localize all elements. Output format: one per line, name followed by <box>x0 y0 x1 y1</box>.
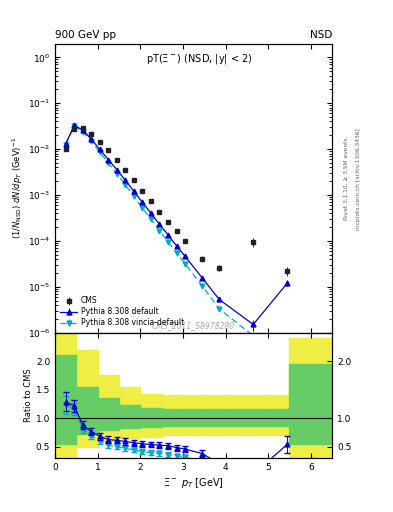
Text: NSD: NSD <box>310 30 332 40</box>
Text: pT($\Xi^-$) (NSD, |y| < 2): pT($\Xi^-$) (NSD, |y| < 2) <box>146 52 252 66</box>
Text: 900 GeV pp: 900 GeV pp <box>55 30 116 40</box>
Legend: CMS, Pythia 8.308 default, Pythia 8.308 vincia-default: CMS, Pythia 8.308 default, Pythia 8.308 … <box>59 295 186 329</box>
X-axis label: $\Xi^-\ p_T\ [\rm GeV]$: $\Xi^-\ p_T\ [\rm GeV]$ <box>163 476 224 490</box>
Text: CMS_2011_S8978280: CMS_2011_S8978280 <box>152 321 235 330</box>
Y-axis label: $(1/N_{\rm NSD})\ dN/dp_T\ (\rm GeV)^{-1}$: $(1/N_{\rm NSD})\ dN/dp_T\ (\rm GeV)^{-1… <box>11 137 25 239</box>
Text: Rivet 3.1.10, ≥ 3.5M events: Rivet 3.1.10, ≥ 3.5M events <box>344 138 349 221</box>
Text: mcplots.cern.ch [arXiv:1306.3436]: mcplots.cern.ch [arXiv:1306.3436] <box>356 129 361 230</box>
Y-axis label: Ratio to CMS: Ratio to CMS <box>24 369 33 422</box>
